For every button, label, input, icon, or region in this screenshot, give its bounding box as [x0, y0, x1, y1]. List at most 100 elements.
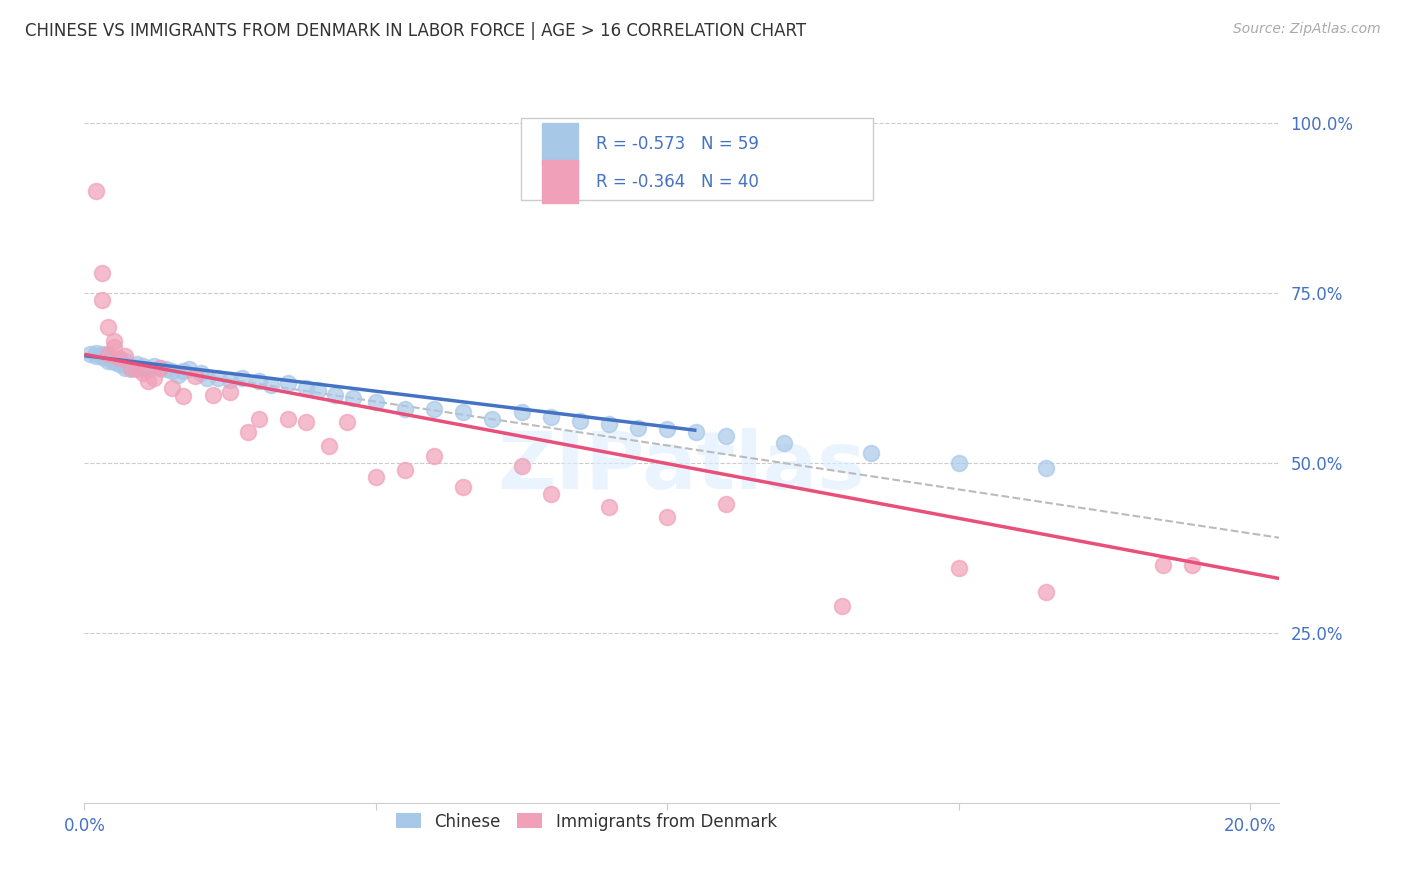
Point [84, 184, 107, 198]
Point [138, 375, 160, 389]
Point [103, 352, 125, 367]
Point [120, 360, 142, 375]
Point [831, 599, 853, 613]
Point [657, 422, 679, 436]
Point [125, 362, 148, 376]
Point [307, 383, 329, 397]
Point [201, 388, 224, 402]
Point [114, 349, 136, 363]
Point [207, 371, 229, 385]
Point [90, 293, 112, 307]
Point [453, 480, 475, 494]
Point [295, 381, 318, 395]
Point [108, 351, 131, 365]
Point [138, 362, 160, 376]
Point [714, 497, 737, 511]
Point [219, 384, 242, 399]
Point [97, 347, 120, 361]
Point [155, 362, 177, 376]
Point [125, 360, 148, 375]
Point [394, 463, 416, 477]
Point [103, 334, 125, 348]
Point [103, 341, 125, 355]
Point [510, 459, 533, 474]
Point [120, 359, 142, 374]
Point [260, 377, 283, 392]
Point [948, 456, 970, 470]
Point [166, 368, 188, 382]
Point [685, 425, 707, 440]
Point [714, 429, 737, 443]
Point [131, 359, 153, 374]
Text: R = -0.364   N = 40: R = -0.364 N = 40 [596, 173, 759, 191]
Point [143, 371, 166, 385]
Text: R = -0.573   N = 59: R = -0.573 N = 59 [596, 135, 759, 153]
Point [84, 346, 107, 360]
Point [1181, 558, 1204, 572]
FancyBboxPatch shape [543, 161, 578, 203]
Point [364, 394, 387, 409]
Point [79, 347, 101, 361]
Point [323, 388, 346, 402]
Point [125, 358, 148, 372]
Point [108, 355, 131, 369]
Point [453, 405, 475, 419]
Point [179, 362, 201, 376]
Point [160, 381, 183, 395]
Text: Source: ZipAtlas.com: Source: ZipAtlas.com [1233, 22, 1381, 37]
Point [195, 371, 218, 385]
Point [423, 449, 446, 463]
Point [90, 350, 112, 364]
Point [247, 375, 270, 389]
Point [160, 364, 183, 378]
Point [657, 510, 679, 524]
Point [219, 373, 242, 387]
Point [860, 446, 883, 460]
Point [120, 362, 142, 376]
Text: CHINESE VS IMMIGRANTS FROM DENMARK IN LABOR FORCE | AGE > 16 CORRELATION CHART: CHINESE VS IMMIGRANTS FROM DENMARK IN LA… [25, 22, 807, 40]
FancyBboxPatch shape [543, 122, 578, 165]
Point [231, 371, 253, 385]
Point [568, 414, 591, 428]
Point [627, 420, 650, 434]
Point [423, 401, 446, 416]
Point [131, 362, 153, 376]
Point [598, 417, 620, 431]
Point [540, 409, 562, 424]
Point [236, 425, 259, 440]
Point [90, 266, 112, 280]
Point [342, 392, 364, 406]
Point [114, 360, 136, 375]
Point [97, 351, 120, 365]
Point [172, 364, 194, 378]
Point [773, 435, 796, 450]
Point [172, 389, 194, 403]
Point [90, 347, 112, 361]
Point [598, 500, 620, 515]
Point [510, 405, 533, 419]
Point [318, 439, 340, 453]
Point [97, 349, 120, 363]
Point [97, 354, 120, 368]
Point [1035, 585, 1057, 599]
Point [149, 360, 172, 375]
Point [103, 355, 125, 369]
Text: ZIPatlas: ZIPatlas [498, 428, 866, 507]
Point [1152, 558, 1174, 572]
FancyBboxPatch shape [520, 118, 873, 200]
Point [948, 561, 970, 575]
Point [108, 352, 131, 367]
Point [277, 376, 299, 390]
Point [149, 360, 172, 375]
Point [131, 366, 153, 380]
Point [97, 320, 120, 334]
Point [336, 415, 359, 429]
Point [190, 366, 212, 380]
Point [84, 349, 107, 363]
Point [394, 401, 416, 416]
Point [247, 412, 270, 426]
Point [540, 486, 562, 500]
Point [481, 412, 503, 426]
Point [114, 358, 136, 372]
Point [295, 415, 318, 429]
